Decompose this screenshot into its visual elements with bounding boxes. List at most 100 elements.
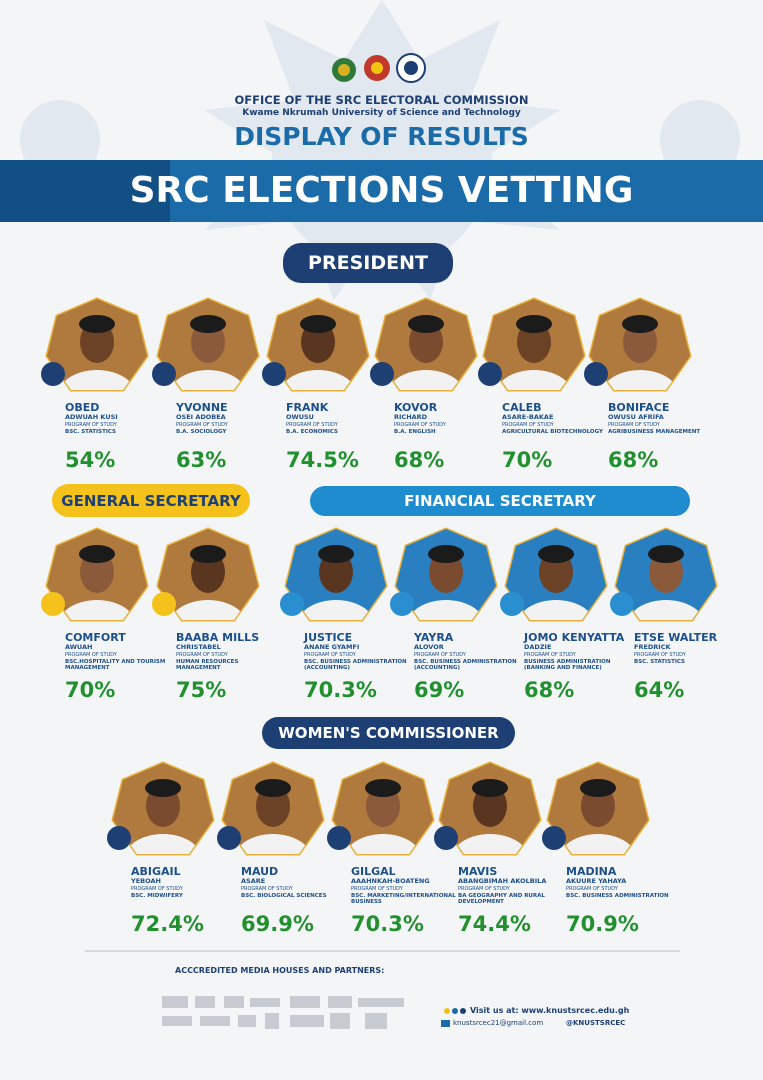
candidate-photo [500, 527, 608, 622]
banner-title: SRC ELECTIONS VETTING [129, 170, 634, 211]
program-label: PROGRAM OF STUDY [524, 652, 576, 659]
candidate-first-name: CALEB [502, 401, 542, 414]
program-label: PROGRAM OF STUDY [65, 652, 117, 659]
partners-title: ACCCREDITED MEDIA HOUSES AND PARTNERS: [175, 966, 385, 975]
program: B.A. ECONOMICS [286, 428, 339, 435]
program: B.A. ENGLISH [394, 428, 436, 435]
score: 68% [608, 448, 659, 472]
candidate-first-name: GILGAL [351, 865, 396, 878]
candidate-info: KOVOR RICHARD PROGRAM OF STUDY B.A. ENGLISH [394, 401, 502, 435]
candidate-info: YAYRA ALOVOR PROGRAM OF STUDY BSC. BUSINESS… [414, 631, 522, 671]
candidate-photo [542, 761, 650, 856]
score: 70.3% [304, 678, 377, 702]
candidate-first-name: BAABA MILLS [176, 631, 260, 644]
candidate-first-name: COMFORT [65, 631, 126, 644]
program-label: PROGRAM OF STUDY [502, 422, 554, 429]
section-title: FINANCIAL SECRETARY [310, 486, 690, 516]
program: BA GEOGRAPHY AND RURAL DEVELOPMENT [458, 892, 545, 905]
candidate-photo [41, 527, 149, 622]
score: 70.3% [351, 912, 424, 936]
candidate-photo [390, 527, 498, 622]
candidate-info: YVONNE OSEI ADOBEA PROGRAM OF STUDY B.A. SO… [176, 401, 284, 435]
program-label: PROGRAM OF STUDY [414, 652, 466, 659]
program-label: PROGRAM OF STUDY [241, 886, 293, 893]
candidate-first-name: MADINA [566, 865, 617, 878]
candidate-info: MAVIS ABANGBIMAH AKOLBILA PROGRAM OF STUDY… [458, 865, 566, 905]
candidate-photo [280, 527, 388, 622]
candidate-photo [434, 761, 542, 856]
candidate-last-name: ASARE [241, 877, 266, 886]
score: 69.9% [241, 912, 314, 936]
candidate-last-name: YEBOAH [131, 877, 161, 886]
candidate-first-name: KOVOR [394, 401, 438, 414]
candidate-first-name: OBED [65, 401, 100, 414]
candidate-last-name: OSEI ADOBEA [176, 413, 226, 422]
candidate-photo [262, 297, 370, 392]
program-label: PROGRAM OF STUDY [351, 886, 403, 893]
website: Visit us at: www.knustsrcec.edu.gh [470, 1006, 630, 1015]
candidate-last-name: RICHARD [394, 413, 428, 422]
candidate-photo [610, 527, 718, 622]
program-label: PROGRAM OF STUDY [566, 886, 618, 893]
score: 68% [394, 448, 445, 472]
candidate-first-name: JOMO KENYATTA [524, 631, 625, 644]
candidate-last-name: FREDRICK [634, 643, 671, 652]
program-label: PROGRAM OF STUDY [65, 422, 117, 429]
candidate-last-name: ALOVOR [414, 643, 444, 652]
office: OFFICE OF THE SRC ELECTORAL COMMISSION [234, 93, 529, 107]
program: HUMAN RESOURCES MANAGEMENT [176, 658, 239, 671]
program-label: PROGRAM OF STUDY [176, 422, 228, 429]
banner-accent [0, 160, 170, 222]
score: 74.4% [458, 912, 531, 936]
program: AGRICULTURAL BIOTECHNOLOGY [502, 428, 603, 435]
candidate-first-name: FRANK [286, 401, 329, 414]
candidate-info: ABIGAIL YEBOAH PROGRAM OF STUDY BSC. MIDWIF… [131, 865, 239, 899]
candidate-info: COMFORT AWUAH PROGRAM OF STUDY BSC.HOSPITAL… [65, 631, 173, 671]
program-label: PROGRAM OF STUDY [286, 422, 338, 429]
candidate-first-name: BONIFACE [608, 401, 670, 414]
program: B.A. SOCIOLOGY [176, 428, 227, 435]
candidate-last-name: ASARE-BAKAE [502, 413, 554, 422]
candidate-info: OBED ADWUAH KUSI PROGRAM OF STUDY BSC. STAT… [65, 401, 173, 435]
candidate-photo [327, 761, 435, 856]
program-label: PROGRAM OF STUDY [304, 652, 356, 659]
university: Kwame Nkrumah University of Science and … [242, 108, 521, 118]
section-title: PRESIDENT [283, 243, 453, 283]
program: BUSINESS ADMINISTRATION (BANKING AND FIN… [524, 658, 611, 671]
program-label: PROGRAM OF STUDY [394, 422, 446, 429]
candidate-first-name: JUSTICE [304, 631, 353, 644]
candidate-last-name: AAAHNKAH-BOATENG [351, 877, 430, 886]
partner-logos [162, 996, 404, 1029]
candidate-first-name: MAVIS [458, 865, 498, 878]
candidate-info: FRANK OWUSU PROGRAM OF STUDY B.A. ECONOMICS [286, 401, 394, 435]
candidate-last-name: OWUSU [286, 413, 314, 422]
score: 74.5% [286, 448, 359, 472]
program: BSC. BUSINESS ADMINISTRATION [566, 892, 669, 899]
candidate-first-name: YAYRA [414, 631, 454, 644]
candidate-last-name: AWUAH [65, 643, 93, 652]
candidate-photo [478, 297, 586, 392]
score: 63% [176, 448, 227, 472]
contact-icons [441, 1008, 466, 1027]
program: AGRIBUSINESS MANAGEMENT [608, 428, 701, 435]
score: 70.9% [566, 912, 639, 936]
candidate-last-name: AKUURE YAHAYA [566, 877, 627, 886]
score: 68% [524, 678, 575, 702]
score: 54% [65, 448, 116, 472]
candidate-info: MADINA AKUURE YAHAYA PROGRAM OF STUDY BSC. … [566, 865, 674, 899]
candidate-first-name: MAUD [241, 865, 279, 878]
program: BSC. BUSINESS ADMINISTRATION (ACCOUNTING… [414, 658, 517, 671]
program-label: PROGRAM OF STUDY [176, 652, 228, 659]
candidate-last-name: ANANE GYAMFI [304, 643, 360, 652]
program: BSC. STATISTICS [65, 428, 116, 435]
candidate-photo [584, 297, 692, 392]
score: 70% [502, 448, 553, 472]
email: knustsrcec21@gmail.com [453, 1019, 544, 1027]
logos [332, 53, 426, 83]
program-label: PROGRAM OF STUDY [608, 422, 660, 429]
candidate-photo [217, 761, 325, 856]
score: 75% [176, 678, 227, 702]
program-label: PROGRAM OF STUDY [131, 886, 183, 893]
